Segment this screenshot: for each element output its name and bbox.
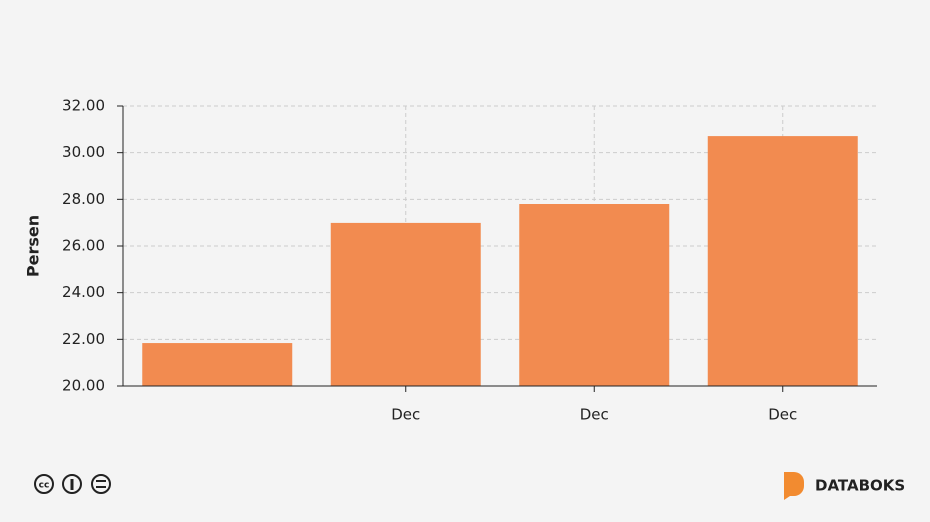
- y-axis-label: Persen: [24, 215, 43, 277]
- brand-name: DATABOKS: [815, 477, 905, 495]
- y-tick-label: 22.00: [62, 330, 105, 348]
- cc-icons: [34, 474, 111, 494]
- x-tick-label: Dec: [391, 406, 420, 424]
- bar: [330, 222, 481, 386]
- brand-logo: [784, 472, 804, 500]
- y-tick-label: 30.00: [62, 143, 105, 161]
- y-tick-label: 32.00: [62, 97, 105, 115]
- bar: [142, 343, 293, 386]
- y-tick-label: 28.00: [62, 190, 105, 208]
- bar: [707, 136, 858, 386]
- cc-text: cc: [39, 481, 50, 491]
- y-tick-label: 26.00: [62, 237, 105, 255]
- x-tick-label: Dec: [580, 406, 609, 424]
- y-tick-label: 20.00: [62, 377, 105, 395]
- bar: [519, 204, 670, 386]
- y-tick-label: 24.00: [62, 283, 105, 301]
- x-tick-label: Dec: [768, 406, 797, 424]
